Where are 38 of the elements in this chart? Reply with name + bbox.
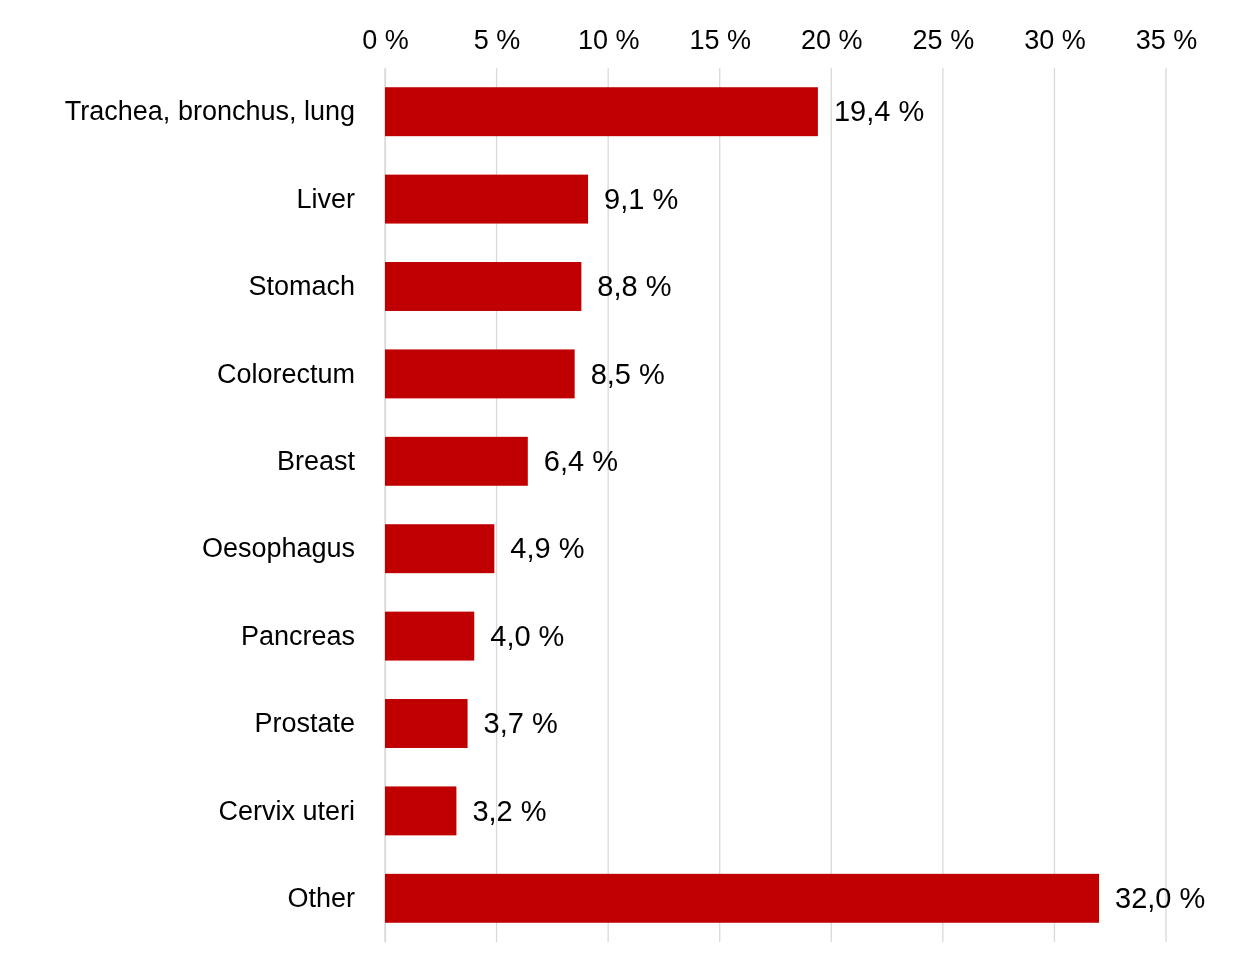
bar: [385, 786, 457, 836]
data-label: 3,7 %: [483, 707, 558, 740]
x-tick-label: 30 %: [1024, 25, 1086, 55]
y-tick-label: Breast: [276, 445, 356, 476]
y-tick-label: Prostate: [254, 708, 355, 739]
data-label: 32,0 %: [1115, 881, 1206, 914]
data-label: 8,8 %: [597, 270, 672, 303]
bar: [385, 87, 818, 137]
data-label: 4,9 %: [510, 532, 585, 565]
bar: [385, 349, 575, 399]
x-tick-label: 35 %: [1135, 25, 1198, 55]
bar: [385, 174, 589, 224]
bar: [385, 873, 1100, 923]
data-label: 4,0 %: [490, 619, 565, 652]
y-tick-label: Oesophagus: [201, 533, 355, 564]
y-tick-label: Liver: [296, 183, 355, 214]
x-tick-label: 15 %: [689, 25, 751, 55]
y-tick-label: Colorectum: [216, 358, 355, 389]
x-tick-label: 25 %: [912, 25, 975, 55]
bar: [385, 699, 468, 748]
data-label: 6,4 %: [543, 444, 618, 477]
x-tick-label: 10 %: [577, 25, 640, 55]
y-tick-label: Other: [287, 882, 355, 913]
data-label: 19,4 %: [833, 95, 925, 128]
x-tick-label: 5 %: [473, 25, 521, 55]
x-tick-label: 0 %: [362, 25, 409, 55]
y-tick-label: Cervix uteri: [218, 795, 355, 826]
y-tick-label: Pancreas: [240, 620, 355, 651]
bar: [385, 436, 528, 486]
bar: [385, 524, 495, 574]
y-tick-label: Stomach: [248, 271, 355, 302]
bar: [385, 262, 582, 311]
y-tick-label: Trachea, bronchus, lung: [64, 96, 355, 127]
bar: [385, 611, 475, 661]
data-label: 3,2 %: [472, 794, 547, 827]
data-label: 9,1 %: [604, 182, 679, 215]
x-tick-label: 20 %: [801, 25, 863, 55]
data-label: 8,5 %: [590, 357, 665, 390]
